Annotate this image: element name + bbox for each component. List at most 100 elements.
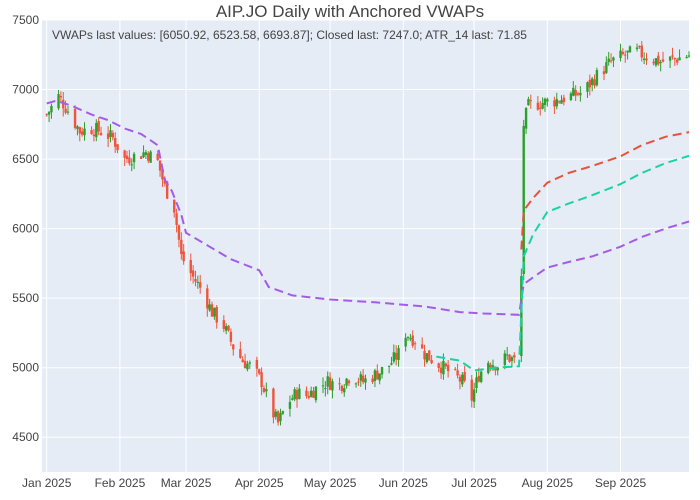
vwap-line-3 [520,131,690,250]
candle-body [196,281,200,283]
candle-body [458,376,462,382]
y-axis: 4500 5000 5500 6000 6500 7000 7500 [12,13,39,444]
candle-body [409,338,412,340]
candle-body [324,388,327,390]
candle-body [513,355,516,358]
candle-body [149,151,152,163]
candle-body [397,348,400,361]
candle-body [321,385,325,387]
candle-body [241,359,244,363]
chart-title: AIP.JO Daily with Anchored VWAPs [216,2,484,21]
candle-body [373,370,377,381]
candle-body [139,156,143,159]
candle-body [343,388,346,393]
x-tick-label: Apr 2025 [235,476,284,490]
candle-body [508,354,511,362]
candle-body [543,98,547,105]
candle-body [340,385,344,391]
candle-body [111,132,115,138]
candle-body [182,251,185,262]
candle-body [132,153,136,163]
candle-body [246,363,249,370]
candle-body [576,93,580,95]
candle-body [123,150,126,158]
candle-body [387,365,391,367]
candle-body [678,57,681,61]
candle-body [354,383,358,385]
candle-body [314,386,318,401]
x-tick-label: Jun 2025 [379,476,429,490]
candle-body [645,58,648,61]
candle-body [446,364,450,372]
candle-body [288,401,292,409]
candle-body [326,376,329,387]
candle-body [470,379,473,401]
candle-body [673,58,677,60]
candle-body [378,373,381,381]
candle-body [380,367,384,375]
candle-body [553,100,556,107]
candle-body [215,306,218,323]
candle-body [428,350,431,361]
candle-body [208,304,211,311]
candle-body [579,92,582,96]
candle-body [125,155,129,160]
candle-body [461,374,464,385]
candle-body [657,55,660,65]
candle-body [489,364,492,368]
candle-body [97,121,100,132]
candle-body [347,380,351,384]
candle-body [590,78,594,86]
candle-body [454,368,457,370]
candle-body [475,377,478,389]
candle-body [175,213,178,225]
vwap-line-2 [436,154,690,372]
candle-body [156,153,159,160]
candle-body [487,362,490,374]
candle-body [45,114,48,116]
candle-body [392,352,396,362]
candle-body [165,181,169,199]
candle-body [76,126,79,129]
grid [42,19,689,472]
candle-body [191,270,195,277]
candle-body [260,372,263,388]
candle-body [224,326,228,331]
candle-body [161,169,164,180]
candle-body [536,102,540,110]
candle-body [227,325,230,331]
candle-body [47,111,51,115]
candle-body [66,111,70,113]
candle-body [411,335,414,346]
candle-body [472,389,476,402]
candle-body [78,127,81,134]
stats-annotation: VWAPs last values: [6050.92, 6523.58, 66… [52,28,527,42]
candle-body [675,59,679,63]
vwap-line-1 [46,99,690,316]
candle-body [456,370,459,376]
candle-body [671,55,674,57]
candle-body [586,82,589,92]
candle-body [194,278,197,282]
candle-body [628,46,632,53]
y-tick-label: 5000 [12,361,39,375]
x-tick-label: Jan 2025 [22,476,72,490]
candle-body [496,367,499,371]
candle-body [394,352,398,360]
candle-body [638,46,641,48]
vwap-series [46,99,690,372]
candle-body [90,130,93,135]
candle-body [437,363,440,368]
candle-body [687,55,691,57]
candles [45,41,691,426]
candle-body [607,58,610,63]
candle-body [685,57,688,59]
candle-body [539,107,542,109]
candle-body [114,137,117,147]
candle-body [572,87,575,96]
candle-body [503,353,507,366]
y-tick-label: 6500 [12,152,39,166]
candle-body [116,144,119,151]
candle-body [661,59,665,62]
candle-body [371,378,374,383]
